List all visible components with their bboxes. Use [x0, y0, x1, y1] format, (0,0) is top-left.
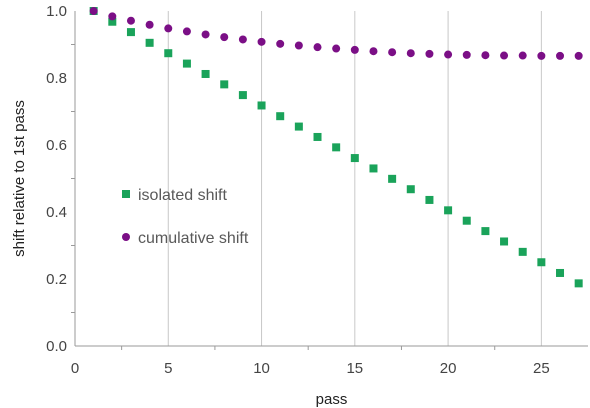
y-axis-title: shift relative to 1st pass — [11, 100, 28, 257]
point-cumulative-shift-6 — [201, 30, 210, 39]
point-isolated-shift-1 — [108, 17, 117, 26]
x-axis-title: pass — [316, 391, 348, 408]
point-cumulative-shift-14 — [350, 45, 359, 54]
point-cumulative-shift-4 — [164, 24, 173, 33]
point-isolated-shift-15 — [369, 164, 378, 173]
y-tick-labels: 0.0 0.2 0.4 0.6 0.8 1.0 — [46, 3, 67, 355]
point-cumulative-shift-0 — [89, 7, 98, 15]
x-tick-label-1: 5 — [164, 360, 172, 377]
axes — [71, 11, 588, 350]
x-tick-label-2: 10 — [253, 360, 270, 377]
point-cumulative-shift-21 — [481, 51, 490, 60]
point-cumulative-shift-13 — [332, 44, 341, 53]
point-isolated-shift-26 — [574, 279, 583, 288]
legend-marker-cumulative-shift — [122, 233, 130, 241]
point-isolated-shift-6 — [201, 69, 210, 78]
point-cumulative-shift-5 — [182, 27, 191, 36]
point-isolated-shift-25 — [556, 268, 565, 277]
y-tick-label-1: 0.2 — [46, 271, 67, 288]
data-points — [89, 7, 583, 288]
point-cumulative-shift-24 — [537, 51, 546, 60]
y-tick-label-4: 0.8 — [46, 70, 67, 87]
point-cumulative-shift-7 — [220, 33, 229, 42]
point-isolated-shift-4 — [164, 49, 173, 58]
y-tick-label-2: 0.4 — [46, 204, 67, 221]
point-cumulative-shift-19 — [444, 50, 453, 59]
point-cumulative-shift-3 — [145, 20, 154, 29]
gridlines — [167, 11, 542, 346]
point-cumulative-shift-10 — [276, 39, 285, 48]
point-isolated-shift-16 — [388, 174, 397, 183]
point-isolated-shift-11 — [294, 122, 303, 131]
point-cumulative-shift-23 — [518, 51, 527, 60]
legend: isolated shift cumulative shift — [122, 187, 249, 247]
legend-marker-isolated-shift — [122, 190, 130, 198]
legend-label-cumulative-shift: cumulative shift — [138, 230, 249, 247]
x-tick-label-0: 0 — [71, 360, 79, 377]
point-isolated-shift-14 — [350, 154, 359, 163]
y-tick-label-5: 1.0 — [46, 3, 67, 20]
point-cumulative-shift-25 — [556, 51, 565, 60]
point-cumulative-shift-12 — [313, 43, 322, 52]
point-cumulative-shift-22 — [500, 51, 509, 60]
point-isolated-shift-24 — [537, 258, 546, 267]
x-tick-labels: 0 5 10 15 20 25 — [71, 360, 550, 377]
point-isolated-shift-9 — [257, 101, 266, 110]
x-tick-label-4: 20 — [440, 360, 457, 377]
point-cumulative-shift-17 — [406, 49, 415, 58]
point-isolated-shift-13 — [332, 143, 341, 152]
point-isolated-shift-7 — [220, 80, 229, 89]
point-cumulative-shift-2 — [126, 16, 135, 25]
point-isolated-shift-22 — [500, 237, 509, 246]
x-tick-label-5: 25 — [533, 360, 550, 377]
point-cumulative-shift-20 — [462, 50, 471, 59]
point-isolated-shift-18 — [425, 195, 434, 204]
point-isolated-shift-5 — [182, 59, 191, 68]
point-isolated-shift-23 — [518, 247, 527, 256]
point-isolated-shift-3 — [145, 38, 154, 47]
point-cumulative-shift-9 — [257, 37, 266, 46]
point-isolated-shift-19 — [444, 206, 453, 215]
point-cumulative-shift-8 — [238, 35, 247, 44]
point-cumulative-shift-18 — [425, 49, 434, 58]
y-tick-label-0: 0.0 — [46, 338, 67, 355]
point-cumulative-shift-16 — [388, 48, 397, 57]
point-isolated-shift-10 — [276, 112, 285, 121]
point-isolated-shift-21 — [481, 227, 490, 236]
point-isolated-shift-2 — [126, 28, 135, 37]
point-isolated-shift-20 — [462, 216, 471, 225]
legend-label-isolated-shift: isolated shift — [138, 187, 227, 204]
x-tick-label-3: 15 — [346, 360, 363, 377]
point-cumulative-shift-11 — [294, 41, 303, 50]
point-isolated-shift-17 — [406, 185, 415, 194]
point-cumulative-shift-26 — [574, 51, 583, 60]
y-tick-label-3: 0.6 — [46, 137, 67, 154]
point-isolated-shift-12 — [313, 132, 322, 141]
point-isolated-shift-8 — [238, 91, 247, 100]
point-cumulative-shift-1 — [108, 12, 117, 21]
point-cumulative-shift-15 — [369, 47, 378, 56]
